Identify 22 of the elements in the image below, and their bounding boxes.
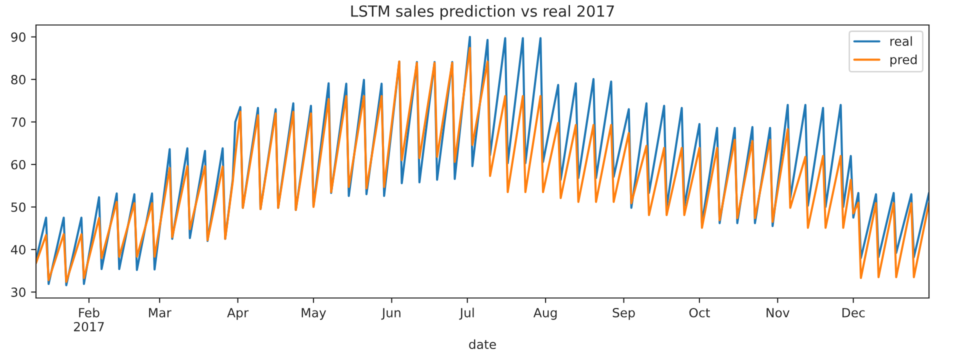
y-tick-label: 90 — [11, 32, 26, 42]
x-tick-label: Feb 2017 — [74, 308, 104, 332]
x-tick-label: Nov — [766, 308, 790, 318]
y-tick-label: 80 — [11, 74, 26, 84]
legend-label: pred — [890, 54, 917, 67]
x-tick-label: Apr — [227, 308, 249, 320]
x-axis-title: date — [469, 339, 496, 350]
x-tick-label: Mar — [149, 308, 172, 318]
x-tick-label: Dec — [842, 308, 865, 318]
y-tick-label: 60 — [11, 160, 26, 170]
y-tick-label: 70 — [11, 117, 26, 127]
x-tick-label: Aug — [533, 308, 557, 320]
legend-label: real — [890, 36, 912, 46]
chart-title: LSTM sales prediction vs real 2017 — [351, 5, 614, 20]
y-tick-label: 30 — [11, 288, 26, 297]
x-tick-label: Jun — [381, 308, 400, 320]
y-tick-label: 50 — [11, 202, 26, 212]
x-tick-label: Sep — [612, 308, 635, 320]
x-tick-label: Oct — [689, 308, 710, 318]
y-tick-label: 40 — [10, 244, 26, 254]
x-tick-label: May — [302, 308, 326, 320]
x-tick-label: Jul — [459, 308, 474, 320]
